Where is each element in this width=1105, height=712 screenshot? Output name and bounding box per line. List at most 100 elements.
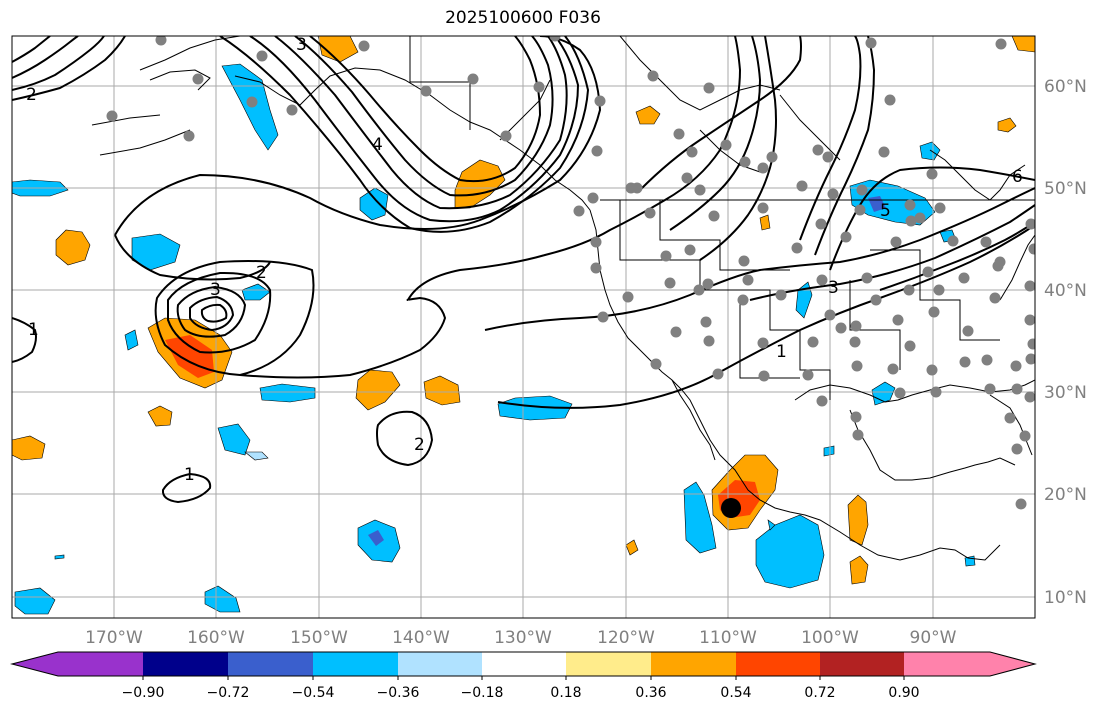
anomaly-hawaii-west: [12, 435, 46, 461]
colorbar-segment: [820, 652, 904, 676]
anomaly-blue-pac-h: [204, 585, 241, 613]
lat-label: 60°N: [1044, 77, 1087, 97]
contour-label: 2: [26, 85, 37, 105]
contour-1-east: [497, 224, 1035, 409]
colorbar-extend-right: [990, 652, 1035, 676]
anomaly-blue-pac-f: [497, 395, 573, 421]
map-title: 2025100600 F036: [445, 8, 601, 28]
anomaly-mid-pacific-a: [355, 369, 401, 411]
colorbar-tick-label: 0.36: [635, 685, 666, 701]
anomaly-blue-pac-d: [259, 383, 316, 403]
anomaly-north-b: [1011, 36, 1035, 53]
anomaly-blue-pac-e: [217, 423, 251, 456]
contour-east-lakes-a: [799, 36, 862, 241]
anomaly-blue-pac-c: [124, 329, 139, 351]
colorbar-tick-label: −0.72: [207, 685, 250, 701]
contour-west-edge: [12, 317, 37, 363]
anomaly-blue-pac-a: [131, 233, 181, 271]
latitude-labels: 60°N 50°N 40°N 30°N 20°N 10°N: [1044, 77, 1087, 608]
contour-label: 3: [828, 278, 839, 298]
lat-label: 10°N: [1044, 588, 1087, 608]
contour-label: 2: [256, 263, 267, 283]
anomaly-canada-a: [635, 105, 661, 125]
contour-trough-1: [114, 36, 602, 236]
colorbar-segment: [398, 652, 482, 676]
map-frame: [11, 35, 1036, 619]
contour-label: 5: [880, 201, 891, 221]
contour-label: 1: [184, 465, 195, 485]
contour-label: 3: [210, 280, 221, 300]
contour-label: 4: [372, 135, 383, 155]
colorbar-segment: [904, 652, 990, 676]
lat-label: 30°N: [1044, 383, 1087, 403]
colorbar-tick-label: −0.90: [122, 685, 165, 701]
anomaly-blue-pac-e2: [244, 451, 269, 461]
contour-canada-a: [639, 36, 802, 191]
contour-2-east: [484, 187, 1035, 331]
lon-label: 140°W: [392, 628, 450, 648]
contour-low-5: [200, 303, 228, 323]
colorbar-segment: [736, 652, 820, 676]
anomaly-blue-plains: [795, 281, 813, 319]
colorbar-segment: [58, 652, 143, 676]
colorbar-tick-label: −0.18: [461, 685, 504, 701]
colorbar-segment: [482, 652, 566, 676]
anomaly-mid-pacific-b: [423, 375, 461, 406]
anomaly-blue-pac-g-core: [368, 530, 384, 546]
contour-3-east: [749, 204, 1035, 301]
colorbar-outline: [10, 651, 1037, 677]
anomaly-small-b: [625, 539, 639, 556]
anomaly-blue-gulf-coast: [871, 381, 896, 406]
contour-low-3: [176, 285, 247, 338]
contour-ne-a: [879, 221, 1035, 291]
contour-label: 2: [414, 435, 425, 455]
lon-label: 120°W: [597, 628, 655, 648]
colorbar-tick-label: 0.54: [720, 685, 751, 701]
station-markers: [106, 36, 1035, 510]
lat-label: 20°N: [1044, 485, 1087, 505]
storm-center-marker: [721, 498, 741, 518]
lon-label: 100°W: [801, 628, 859, 648]
colorbar-tick-label: −0.54: [292, 685, 335, 701]
contour-low-4: [189, 295, 235, 332]
colorbar-tick-label: 0.18: [550, 685, 581, 701]
coastlines: [91, 36, 1035, 561]
anomaly-canada-b: [997, 117, 1017, 133]
map-area: 1 1 2 2 3 3 4 5 6 1 2 3: [12, 35, 1035, 618]
contour-label: 1: [776, 342, 787, 362]
colorbar-extend-left: [12, 652, 58, 676]
lon-label: 90°W: [910, 628, 957, 648]
lat-label: 40°N: [1044, 281, 1087, 301]
lon-label: 170°W: [85, 628, 143, 648]
contour-trough-5: [294, 36, 554, 197]
contour-nw-d: [12, 36, 51, 63]
anomaly-blue-mex-c: [767, 519, 776, 531]
contour-nw-a: [12, 36, 126, 101]
anomaly-north-a: [317, 36, 359, 63]
anomaly-blue-pac-i: [14, 587, 56, 615]
anomaly-west-pacific: [55, 229, 91, 266]
anomaly-tiny-utah: [759, 214, 771, 231]
contour-low-2: [167, 271, 272, 354]
contour-trough-3: [249, 36, 580, 223]
colorbar: −0.90 −0.72 −0.54 −0.36 −0.18 0.18 0.36 …: [10, 651, 1037, 701]
contour-trough-6: [309, 36, 542, 183]
anomaly-blue-mex-a: [683, 481, 717, 554]
lon-label: 150°W: [290, 628, 348, 648]
colorbar-tick-label: 0.72: [804, 685, 835, 701]
colorbar-segment: [228, 652, 313, 676]
colorbar-segment: [143, 652, 228, 676]
colorbar-segment: [651, 652, 736, 676]
contour-label: 6: [1012, 167, 1023, 187]
lat-label: 50°N: [1044, 179, 1087, 199]
colorbar-tick-label: −0.36: [377, 685, 420, 701]
contour-canada-b: [669, 36, 762, 231]
anomaly-south-mexico: [849, 555, 869, 585]
contour-label: 1: [28, 320, 39, 340]
lon-label: 110°W: [699, 628, 757, 648]
lon-label: 160°W: [187, 628, 245, 648]
contour-1-south: [239, 296, 447, 379]
contour-label: 3: [296, 35, 307, 55]
contour-east-lakes-b: [814, 36, 876, 256]
